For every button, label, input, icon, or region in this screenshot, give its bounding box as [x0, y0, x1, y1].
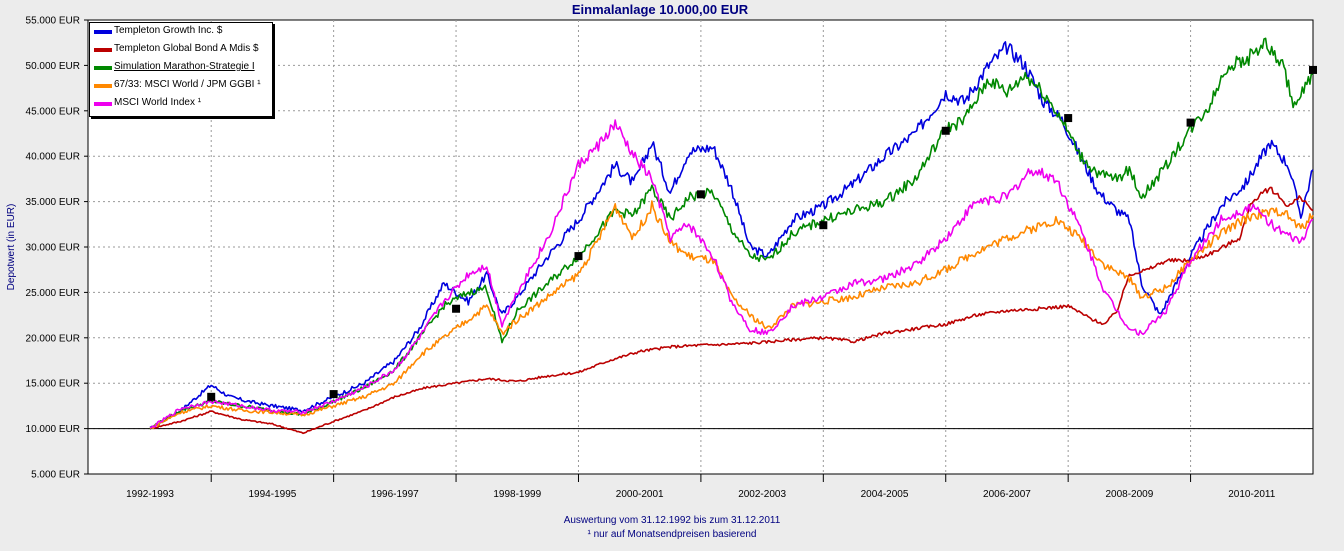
rebalance-marker — [941, 126, 950, 135]
x-axis: 1992-1993 1994-1995 1996-1997 1998-1999 2000… — [126, 474, 1276, 500]
legend-item-msci-jpm-mix[interactable]: 67/33: MSCI World / JPM GGBI ¹ — [90, 77, 272, 95]
legend-label: Templeton Global Bond A Mdis $ — [114, 43, 259, 54]
y-tick-label: 10.000 EUR — [26, 424, 80, 435]
x-tick-label: 2006-2007 — [983, 489, 1031, 500]
x-tick-label: 1994-1995 — [249, 489, 297, 500]
rebalance-marker — [1064, 114, 1073, 123]
y-tick-label: 15.000 EUR — [26, 379, 80, 390]
y-tick-label: 55.000 EUR — [26, 16, 80, 27]
legend-label: MSCI World Index ¹ — [114, 97, 202, 108]
rebalance-marker — [696, 190, 705, 199]
series-line-0 — [149, 41, 1314, 429]
y-axis: 5.000 EUR 10.000 EUR 15.000 EUR 20.000 EUR 2… — [26, 16, 88, 481]
y-tick-label: 30.000 EUR — [26, 243, 80, 254]
footer-evaluation-period: Auswertung vom 31.12.1992 bis zum 31.12.… — [563, 515, 781, 526]
footer-note: ¹ nur auf Monatsendpreisen basierend — [587, 529, 757, 540]
y-tick-label: 50.000 EUR — [26, 61, 80, 72]
legend-swatch — [94, 30, 112, 34]
y-tick-label: 20.000 EUR — [26, 333, 80, 344]
legend-item-marathon-strategie[interactable]: Simulation Marathon-Strategie I — [90, 59, 272, 77]
series-line-1 — [149, 186, 1314, 435]
y-tick-label: 35.000 EUR — [26, 197, 80, 208]
rebalance-marker — [329, 390, 338, 399]
legend-label: 67/33: MSCI World / JPM GGBI ¹ — [114, 79, 261, 90]
series-group — [149, 37, 1314, 435]
rebalance-marker — [207, 392, 216, 401]
x-tick-label: 2002-2003 — [738, 489, 786, 500]
y-tick-label: 25.000 EUR — [26, 288, 80, 299]
x-tick-label: 1996-1997 — [371, 489, 419, 500]
rebalance-marker — [452, 304, 461, 313]
legend-label: Simulation Marathon-Strategie I — [114, 61, 255, 72]
x-tick-label: 2008-2009 — [1105, 489, 1153, 500]
legend-item-templeton-growth[interactable]: Templeton Growth Inc. $ — [90, 23, 272, 41]
rebalance-marker — [574, 252, 583, 261]
legend-swatch — [94, 102, 112, 106]
legend-item-templeton-global-bond[interactable]: Templeton Global Bond A Mdis $ — [90, 41, 272, 59]
x-tick-label: 2004-2005 — [861, 489, 909, 500]
x-tick-label: 2010-2011 — [1228, 489, 1276, 500]
x-tick-label: 1992-1993 — [126, 489, 174, 500]
y-axis-label: Depotwert (in EUR) — [6, 204, 17, 291]
x-tick-label: 2000-2001 — [616, 489, 664, 500]
legend-label: Templeton Growth Inc. $ — [114, 25, 223, 36]
chart-title: Einmalanlage 10.000,00 EUR — [572, 2, 749, 17]
legend-item-msci-world[interactable]: MSCI World Index ¹ — [90, 95, 272, 113]
legend-swatch — [94, 84, 112, 88]
rebalance-marker — [1309, 65, 1317, 74]
series-line-4 — [149, 119, 1314, 429]
legend: Templeton Growth Inc. $ Templeton Global… — [89, 22, 273, 117]
series-line-3 — [149, 200, 1314, 430]
legend-swatch — [94, 48, 112, 52]
rebalance-marker — [819, 221, 828, 230]
y-tick-label: 45.000 EUR — [26, 106, 80, 117]
y-tick-label: 40.000 EUR — [26, 152, 80, 163]
y-tick-label: 5.000 EUR — [31, 470, 80, 481]
x-tick-label: 1998-1999 — [493, 489, 541, 500]
legend-swatch — [94, 66, 112, 70]
markers-group — [207, 65, 1317, 401]
rebalance-marker — [1186, 118, 1195, 127]
